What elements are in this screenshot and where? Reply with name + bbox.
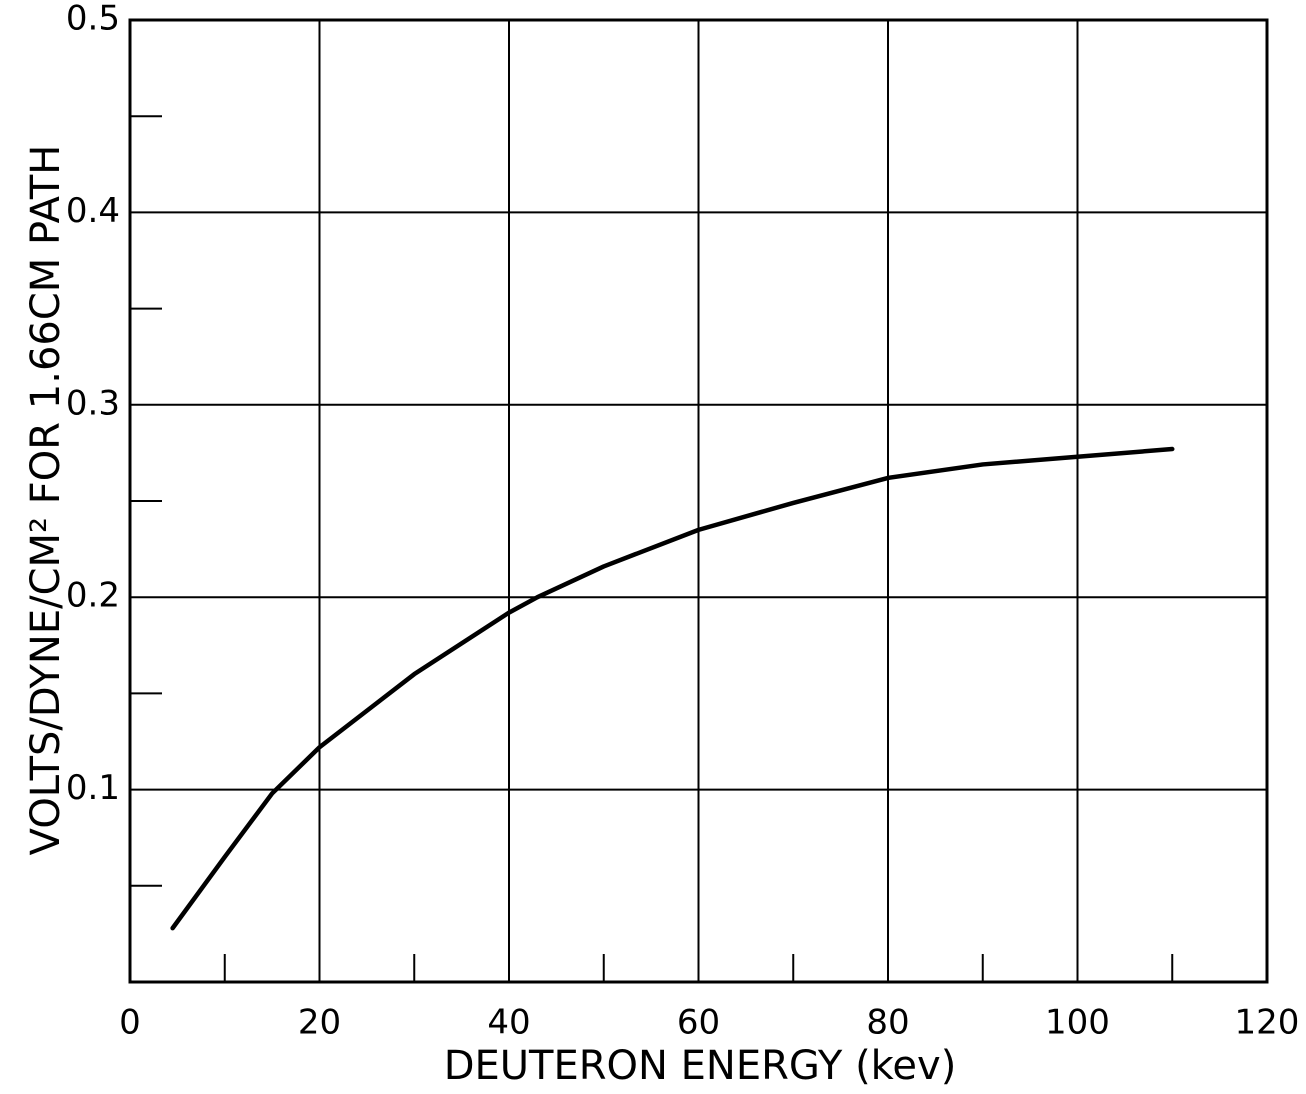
x-tick-label: 100 (1045, 1003, 1110, 1043)
x-tick-label: 120 (1235, 1003, 1300, 1043)
data-line (170, 446, 1175, 931)
x-tick-label: 0 (119, 1003, 141, 1043)
x-tick-label: 20 (298, 1003, 341, 1043)
plot-frame (128, 18, 1269, 984)
y-tick-label: 0.3 (66, 383, 120, 423)
y-tick-label: 0.1 (66, 768, 120, 808)
x-axis-label: DEUTERON ENERGY (kev) (444, 1043, 957, 1089)
x-tick-label: 40 (487, 1003, 530, 1043)
y-tick-label: 0.5 (66, 0, 120, 39)
y-tick-label: 0.2 (66, 576, 120, 616)
y-tick-label: 0.4 (66, 191, 120, 231)
x-tick-label: 80 (866, 1003, 909, 1043)
x-tick-label: 60 (677, 1003, 720, 1043)
y-axis-label: VOLTS/DYNE/CM² FOR 1.66CM PATH (23, 145, 69, 856)
